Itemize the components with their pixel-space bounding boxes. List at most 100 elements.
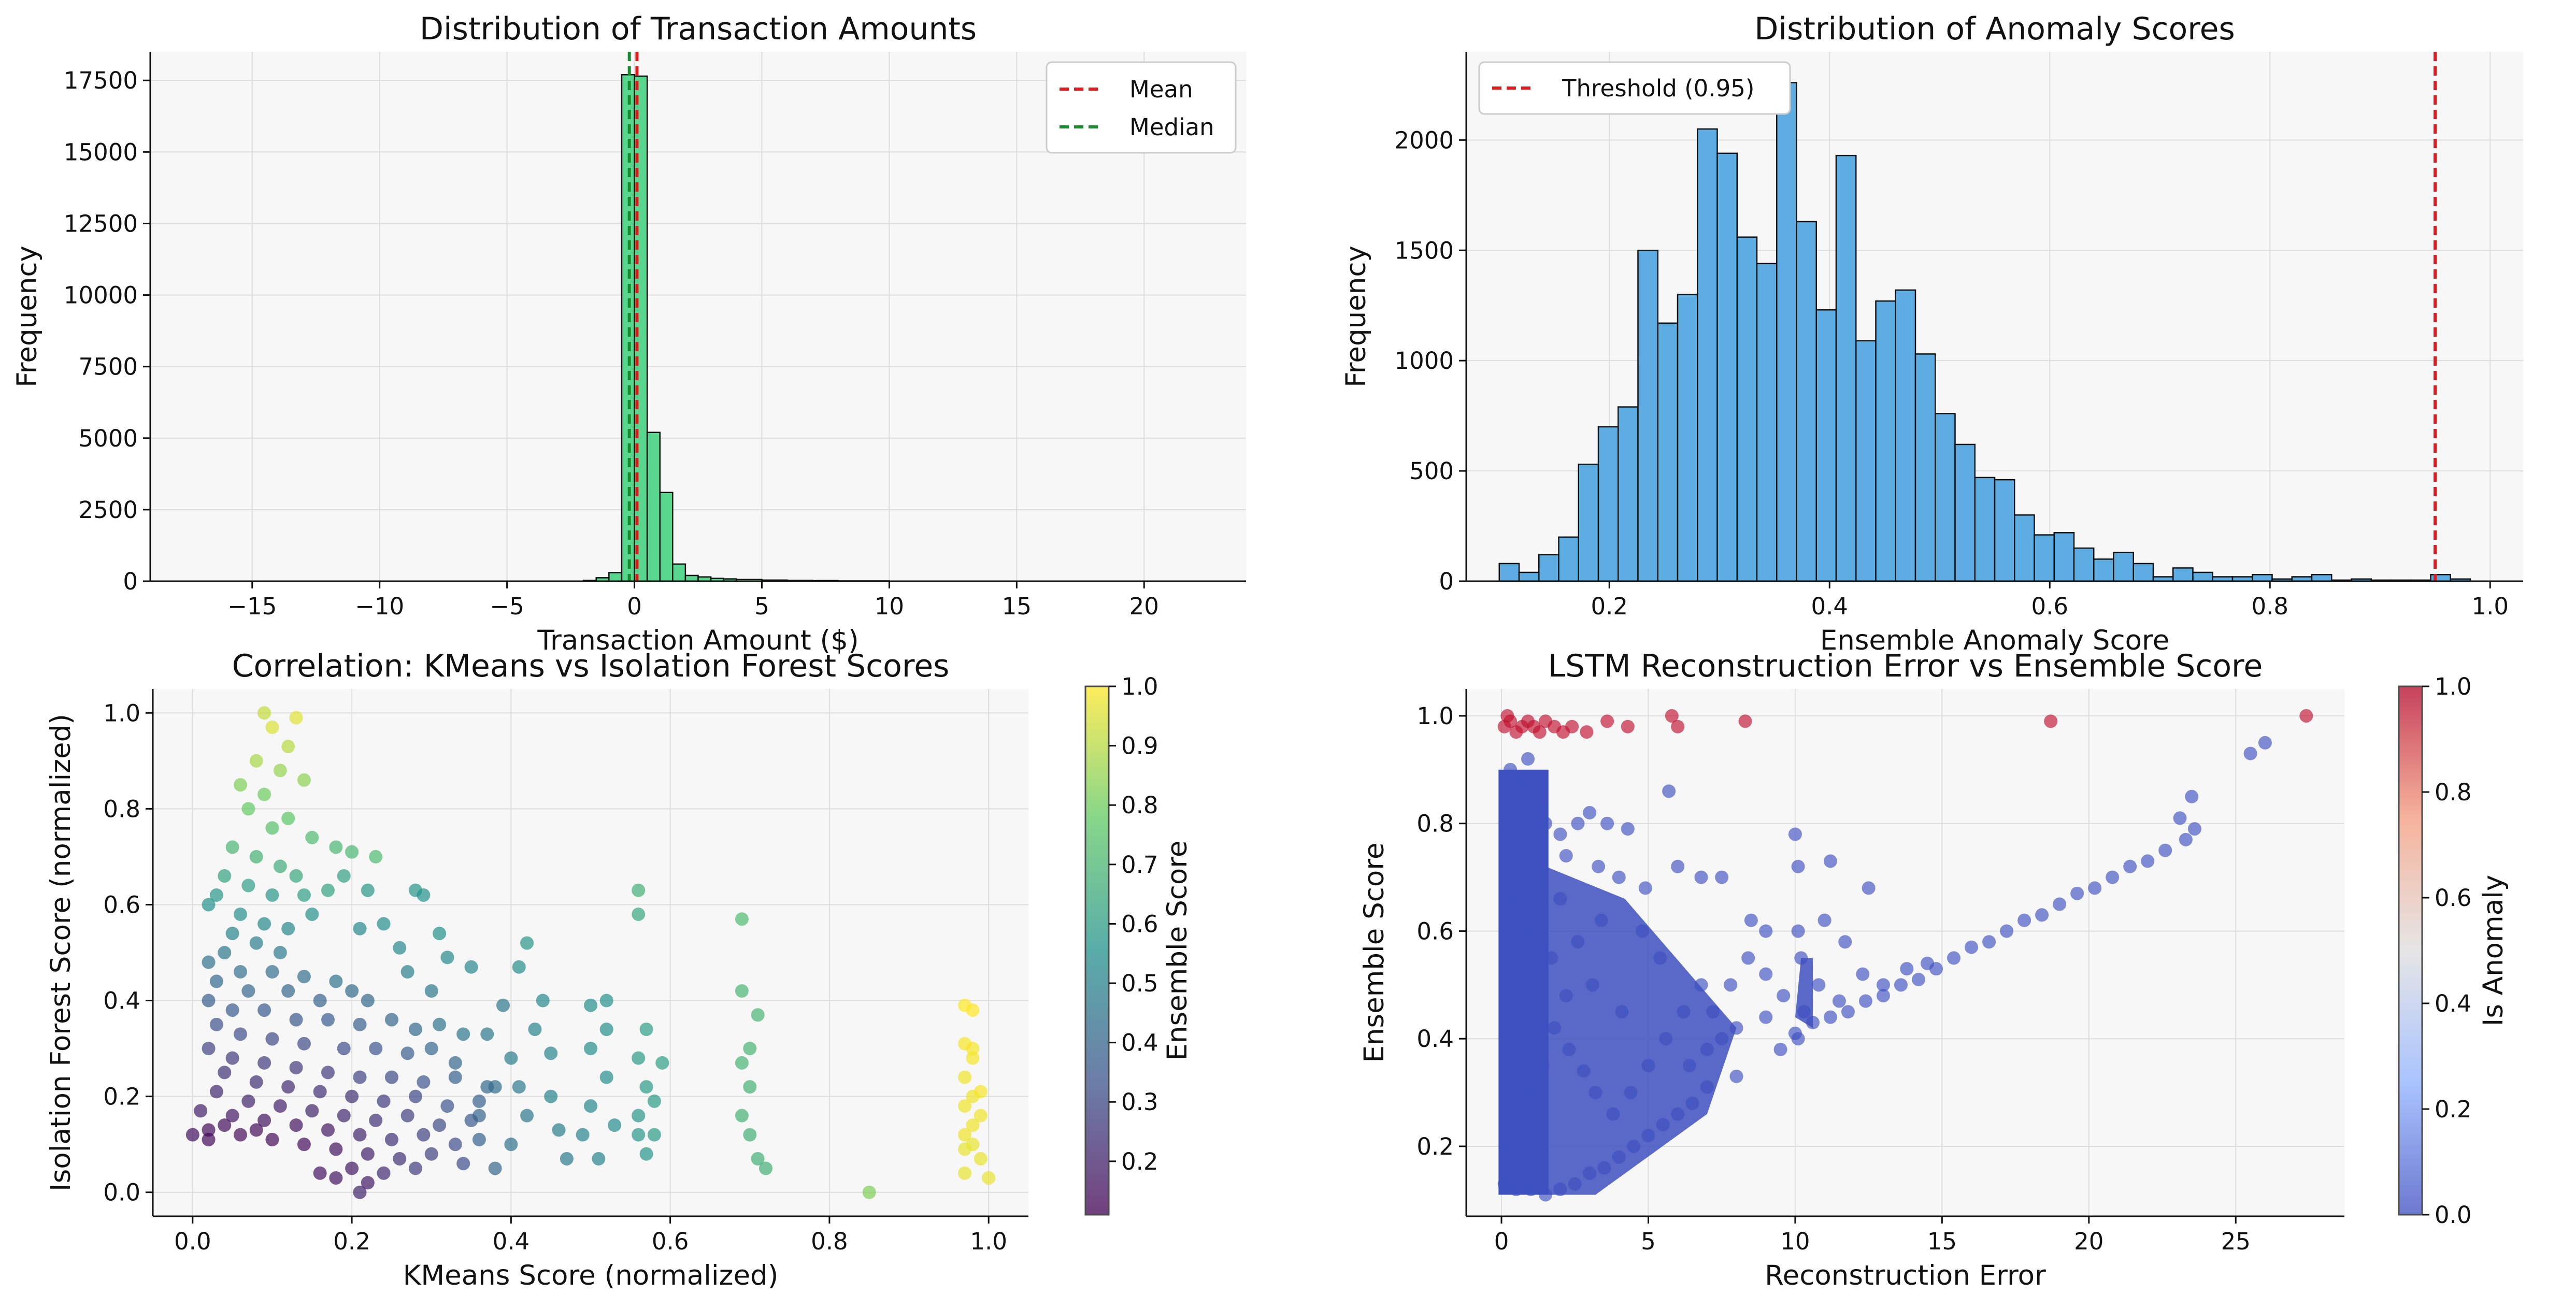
chart-anomaly-scores: 0.2 0.4 0.6 0.8 1.00500100015002000Distribut… [1340, 11, 2523, 656]
normal-point [1606, 1107, 1620, 1121]
scatter-point [489, 1161, 502, 1175]
scatter-point [297, 888, 311, 902]
normal-point [1759, 968, 1772, 981]
normal-point [1553, 892, 1567, 905]
normal-point [1841, 1005, 1855, 1018]
normal-point [2179, 833, 2193, 846]
colorbar-tick-label: 0.4 [2435, 990, 2472, 1017]
scatter-point [305, 1104, 319, 1117]
normal-point [1600, 817, 1614, 830]
y-tick-label: 1.0 [103, 699, 140, 727]
scatter-point [186, 1128, 199, 1142]
histogram-bar [685, 576, 698, 581]
scatter-point [958, 1099, 971, 1113]
anomaly-point [2299, 709, 2313, 723]
normal-point [1627, 1140, 1640, 1153]
chart-title: Correlation: KMeans vs Isolation Forest … [232, 648, 950, 684]
y-tick-label: 2500 [78, 496, 138, 524]
normal-point [1794, 951, 1808, 965]
x-tick-label: 0.8 [2251, 593, 2288, 620]
chart-lstm-error-vs-ensemble: 0 5 10 15 20 25 0.2 0.4 0.6 0.8 1.0 LSTM Reconstruc… [1358, 648, 2509, 1291]
x-tick-label: 0.2 [1591, 593, 1628, 620]
scatter-point [377, 1167, 391, 1180]
scatter-point [401, 965, 414, 979]
scatter-point [409, 1161, 422, 1175]
normal-point [1774, 1043, 1787, 1056]
histogram-bar [1836, 155, 1856, 581]
normal-point [1595, 914, 1608, 927]
normal-point [2141, 854, 2154, 868]
chart-title: LSTM Reconstruction Error vs Ensemble Sc… [1548, 648, 2263, 684]
scatter-point [600, 1023, 613, 1036]
normal-point [1700, 1081, 1714, 1094]
scatter-point [274, 859, 287, 873]
scatter-point [473, 1109, 486, 1123]
anomaly-point [1500, 709, 1514, 723]
y-tick-label: 0.4 [103, 987, 140, 1015]
histogram-bar [1658, 323, 1678, 581]
normal-point [1507, 892, 1520, 905]
scatter-point [440, 951, 454, 964]
normal-point [1571, 817, 1584, 830]
scatter-point [202, 994, 216, 1008]
anomaly-point [1600, 714, 1614, 728]
scatter-point [369, 1114, 382, 1127]
normal-point [1571, 935, 1584, 948]
scatter-point [345, 1090, 359, 1103]
scatter-point [226, 927, 239, 940]
normal-point [1588, 1086, 1602, 1099]
normal-point [1859, 994, 1872, 1008]
normal-point [2106, 871, 2119, 884]
scatter-point [863, 1186, 876, 1199]
normal-point [1597, 1161, 1611, 1175]
normal-point [1656, 1118, 1670, 1131]
scatter-point [202, 1042, 216, 1055]
scatter-point [321, 1013, 335, 1027]
scatter-point [576, 1128, 590, 1142]
colorbar-tick-label: 0.8 [2435, 779, 2472, 806]
normal-point [1806, 1016, 1820, 1029]
scatter-point [600, 994, 613, 1008]
scatter-point [257, 917, 271, 930]
y-tick-label: 0.2 [103, 1083, 140, 1111]
histogram-bar [647, 433, 660, 581]
y-tick-label: 5000 [78, 425, 138, 452]
y-tick-label: 0.6 [1416, 917, 1454, 945]
y-tick-label: 0 [123, 568, 138, 595]
scatter-point [417, 1128, 430, 1142]
normal-point [1624, 1086, 1637, 1099]
x-tick-label: 0 [1494, 1228, 1509, 1255]
colorbar [1085, 686, 1109, 1215]
scatter-point [250, 1075, 263, 1089]
scatter-point [321, 1066, 335, 1079]
scatter-point [281, 922, 295, 936]
normal-point [1536, 1059, 1549, 1072]
scatter-point [369, 850, 382, 864]
scatter-point [345, 1161, 359, 1175]
scatter-point [265, 1133, 279, 1146]
normal-point [1797, 1005, 1811, 1018]
normal-point [1833, 994, 1846, 1008]
histogram-bar [660, 493, 673, 581]
normal-point [1559, 849, 1573, 862]
normal-point [1653, 951, 1667, 965]
scatter-point [433, 1118, 446, 1132]
scatter-point [473, 1095, 486, 1108]
scatter-point [329, 840, 342, 854]
scatter-point [353, 922, 366, 936]
histogram-bar [1896, 290, 1915, 581]
normal-point [1982, 935, 1996, 948]
scatter-point [465, 960, 478, 974]
colorbar-tick-label: 0.6 [1121, 910, 1158, 938]
histogram-bar [1856, 341, 1876, 581]
scatter-point [552, 1123, 566, 1137]
normal-point [1507, 806, 1520, 819]
x-tick-label: 0.4 [1811, 593, 1848, 620]
scatter-point [297, 773, 311, 787]
chart-transaction-amounts: −15 −10 −5 0 5 10 15 20 0 2500 5000 7500 10000 12500 1… [11, 11, 1246, 656]
histogram-bar [1777, 83, 1796, 581]
x-tick-label: 10 [1780, 1228, 1810, 1255]
scatter-point [401, 1046, 414, 1060]
y-tick-label: 7500 [78, 353, 138, 381]
histogram-bar [2074, 548, 2094, 581]
